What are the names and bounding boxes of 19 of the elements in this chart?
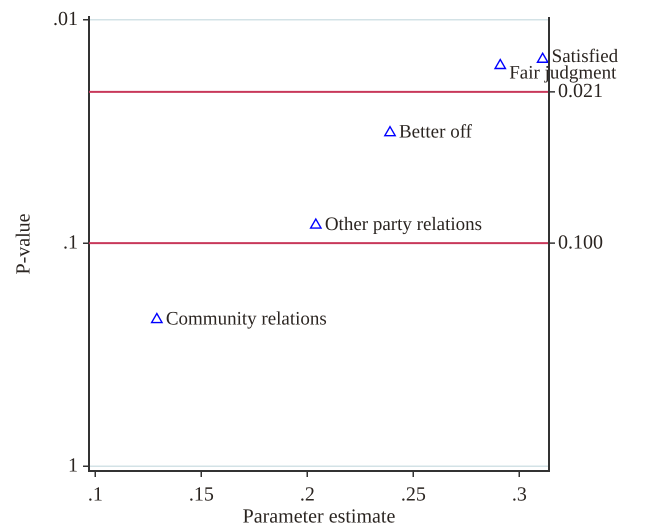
annotation: Other party relations <box>324 214 482 236</box>
x-tick-label: .15 <box>188 483 214 506</box>
y-tick-label: 1 <box>68 454 78 477</box>
point <box>384 126 396 136</box>
point <box>310 218 322 229</box>
y-tick-label: .01 <box>53 8 78 30</box>
x-tick-label: .2 <box>300 483 315 506</box>
x-tick-label: .25 <box>400 483 426 506</box>
annotation: Community relations <box>166 308 327 330</box>
annotation: Better off <box>399 122 473 143</box>
point <box>150 312 163 324</box>
y-tick-label: .1 <box>63 231 78 254</box>
x-axis-title: Parameter estimate <box>242 505 396 528</box>
y-axis-title: P-value <box>12 213 34 275</box>
ref-line-label: 0.100 <box>558 231 603 254</box>
point <box>494 58 506 70</box>
point <box>536 52 549 63</box>
x-tick-label: .1 <box>88 483 103 506</box>
x-tick-label: .3 <box>512 483 527 506</box>
